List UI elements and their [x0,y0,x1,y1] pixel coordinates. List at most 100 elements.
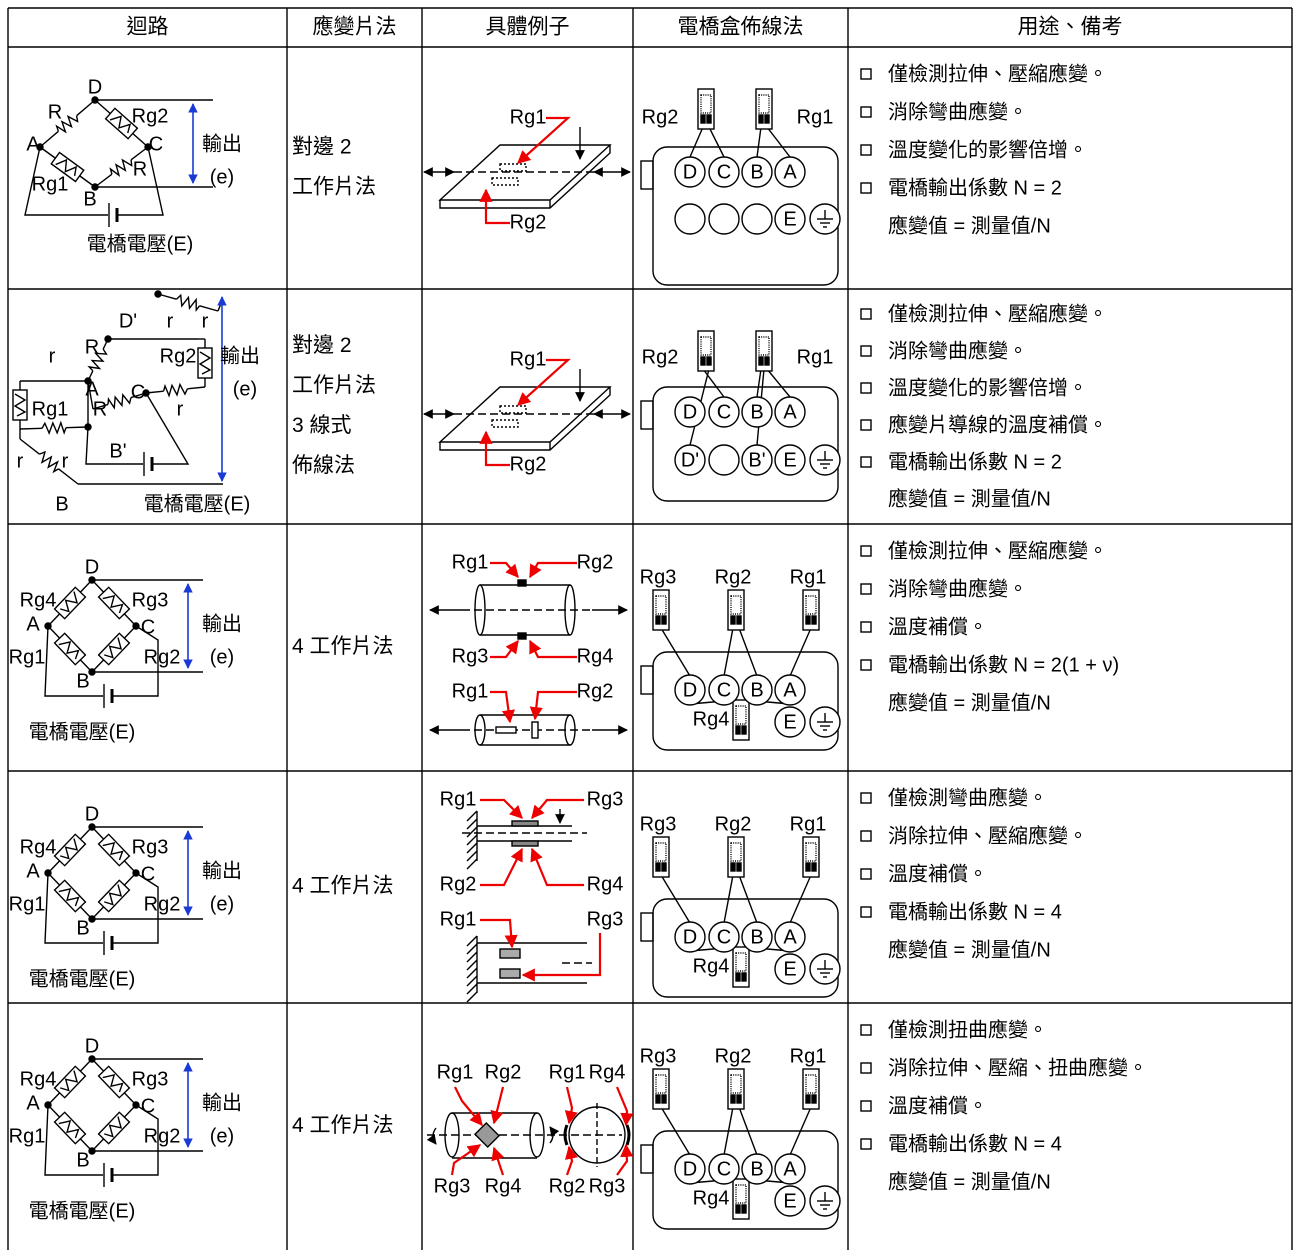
node [91,96,99,104]
checkbox [860,345,872,357]
terminal-label: D [683,926,697,948]
node [44,1101,52,1109]
strain-gauge [53,833,87,867]
terminal [774,444,806,476]
terminal-label: A [783,679,797,701]
note-text: 電橋輸出係數 N = 4 [888,900,1062,923]
method-text: 對邊 2 [292,334,352,357]
gauge-grid [104,884,123,906]
wire [689,126,704,158]
wire [76,99,96,117]
circuit-label: R [48,101,62,123]
gauge-label: Rg2 [440,873,477,895]
terminal-label: E [783,208,796,230]
terminal-label: A [783,926,797,948]
gauge-label: Rg2 [715,1045,752,1067]
gauge [517,579,527,587]
terminal-label: C [717,679,731,701]
strain-gauge [53,879,87,913]
circuit-label: (e) [233,378,257,400]
gauge-tab [735,972,741,982]
terminal [708,396,740,428]
gauge-label: Rg1 [510,106,547,128]
wire [187,386,206,390]
cell: Rg1 Rg2 Rg3 Rg4 Rg1 Rg2 [429,551,628,746]
circuit-label: Rg2 [132,105,169,127]
circuit-label: Rg2 [144,1125,181,1147]
gauge-label: Rg1 [452,551,489,573]
wire [466,959,478,971]
gauge-grid [735,705,747,725]
checkbox [860,1024,872,1036]
circuit-label: 輸出 [202,612,242,635]
checkbox [860,382,872,394]
gauge-label: Rg2 [577,551,614,573]
gauge-tab [706,356,712,366]
gauge-label: Rg1 [437,1061,474,1083]
pointer-arrow [529,561,577,579]
wire [660,874,691,924]
battery-gap [143,452,153,476]
gauge [495,726,517,734]
circuit-label: 電橋電壓(E) [29,1199,136,1222]
gauge [511,840,539,847]
note-text: 溫度補償。 [888,862,988,885]
method-text: 工作片法 [292,374,376,397]
circuit-label: A [26,860,40,882]
gauge-label: Rg4 [693,1187,730,1209]
cell: Rg1 Rg3 Rg2 Rg4 Rg1 Rg3 [440,788,623,1003]
formula-text: 應變值 = 測量值/N [888,213,1051,237]
pointer-arrow [564,1086,578,1125]
gauge-body [50,151,85,183]
note-text: 電橋輸出係數 N = 2 [888,176,1062,199]
gauge-label: Rg1 [452,680,489,702]
gauge-label: Rg1 [790,566,827,588]
terminal-label: C [717,926,731,948]
note-text: 溫度補償。 [888,1094,988,1117]
cell: D R Rg2 A C 輸出 Rg1 R (e) B 電橋電壓(E) [24,76,242,255]
checkbox [860,868,872,880]
gauge-label: Rg1 [440,788,477,810]
box-tab [640,1144,654,1174]
formula-text: 應變值 = 測量值/N [888,690,1051,714]
node [132,869,140,877]
gauge-body [97,586,131,620]
wire [199,305,219,312]
gauge-tab [741,725,747,735]
wire [19,427,43,430]
gauge [499,968,521,979]
strain-gauge [197,347,213,379]
battery-gap [103,931,113,955]
checkbox [860,182,872,194]
gauge [491,419,519,428]
circuit-label: R [85,336,99,358]
wire [466,967,478,979]
note-text: 僅檢測彎曲應變。 [888,785,1048,809]
gauge-tab [661,1094,667,1104]
gauge-label: Rg3 [589,1175,626,1197]
checkbox [860,419,872,431]
resistor [107,392,132,410]
circuit-label: Rg1 [9,1125,46,1147]
pointer-arrow [490,1086,505,1125]
gauge-grid [102,1073,124,1093]
gauge-label: Rg4 [577,645,614,667]
gauge-grid [60,591,79,613]
pointer-arrow [480,798,523,819]
wire [466,810,478,822]
circuit-label: B [55,493,68,515]
circuit-label: (e) [210,1125,234,1147]
terminal-label: A [783,1158,797,1180]
circuit-label: C [131,381,145,403]
circuit-label: Rg1 [9,893,46,915]
gauge-grid [655,1074,667,1094]
node [88,668,96,676]
gauge-grid [58,640,80,660]
node [88,1055,96,1063]
cell: D Rg4 Rg3 A C 輸出 Rg1 Rg2 (e) B 電橋電壓(E) [9,803,242,990]
gauge-tab [736,862,742,872]
header-cell: 應變片法 [313,15,397,39]
gauge-tab [805,862,811,872]
gauge-tab [655,1094,661,1104]
